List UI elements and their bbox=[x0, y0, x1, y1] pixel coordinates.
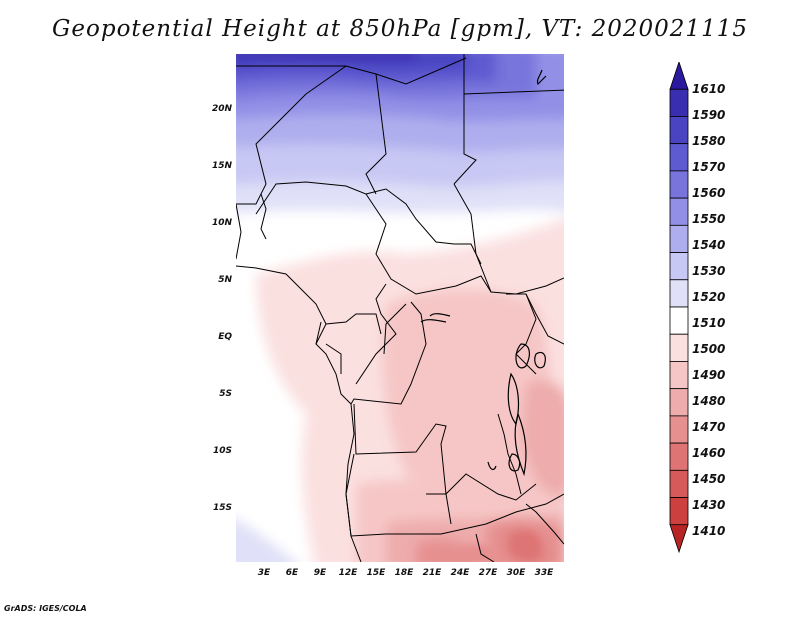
colorbar-label: 1460 bbox=[692, 446, 726, 460]
colorbar-label: 1570 bbox=[692, 160, 726, 174]
lon-label-9e: 9E bbox=[313, 568, 327, 578]
colorbar-label: 1490 bbox=[692, 368, 726, 382]
lat-label-20n: 20N bbox=[211, 104, 232, 114]
colorbar-segment bbox=[669, 62, 689, 90]
colorbar-segment bbox=[669, 88, 689, 117]
colorbar-segment bbox=[669, 197, 689, 226]
colorbar bbox=[669, 62, 689, 554]
colorbar-segment bbox=[669, 415, 689, 444]
colorbar-segment bbox=[669, 497, 689, 526]
colorbar-label: 1530 bbox=[692, 264, 726, 278]
colorbar-segment bbox=[669, 333, 689, 362]
colorbar-label: 1470 bbox=[692, 420, 726, 434]
map-title: Geopotential Height at 850hPa [gpm], VT:… bbox=[52, 16, 748, 42]
colorbar-segment bbox=[669, 306, 689, 335]
colorbar-label: 1550 bbox=[692, 212, 726, 226]
colorbar-label: 1580 bbox=[692, 134, 726, 148]
colorbar-segment bbox=[669, 442, 689, 471]
colorbar-segment bbox=[669, 143, 689, 172]
colorbar-label: 1430 bbox=[692, 498, 726, 512]
colorbar-segment bbox=[669, 170, 689, 199]
colorbar-segment bbox=[669, 361, 689, 390]
map-panel bbox=[236, 54, 564, 562]
colorbar-label: 1520 bbox=[692, 290, 726, 304]
lat-label-5s: 5S bbox=[219, 389, 232, 399]
grads-credit: GrADS: IGES/COLA bbox=[4, 604, 87, 613]
colorbar-label: 1540 bbox=[692, 238, 726, 252]
lat-label-10n: 10N bbox=[211, 218, 232, 228]
lon-label-6e: 6E bbox=[285, 568, 299, 578]
colorbar-segment bbox=[669, 279, 689, 308]
lat-label-15n: 15N bbox=[211, 161, 232, 171]
lat-label-15s: 15S bbox=[212, 503, 232, 513]
country-borders bbox=[236, 54, 564, 562]
colorbar-segment bbox=[669, 116, 689, 145]
lon-label-18e: 18E bbox=[394, 568, 414, 578]
lon-label-12e: 12E bbox=[338, 568, 358, 578]
colorbar-segment bbox=[669, 252, 689, 281]
lon-label-15e: 15E bbox=[366, 568, 386, 578]
colorbar-label: 1590 bbox=[692, 108, 726, 122]
lon-label-3e: 3E bbox=[257, 568, 271, 578]
colorbar-segment bbox=[669, 524, 689, 554]
colorbar-segment bbox=[669, 388, 689, 417]
lon-label-30e: 30E bbox=[506, 568, 526, 578]
lon-label-21e: 21E bbox=[422, 568, 442, 578]
colorbar-label: 1410 bbox=[692, 524, 726, 538]
colorbar-label: 1500 bbox=[692, 342, 726, 356]
height-contours bbox=[236, 54, 564, 562]
colorbar-label: 1510 bbox=[692, 316, 726, 330]
colorbar-label: 1480 bbox=[692, 394, 726, 408]
colorbar-segment bbox=[669, 224, 689, 253]
lon-label-33e: 33E bbox=[534, 568, 554, 578]
contour-map bbox=[236, 54, 564, 562]
lat-label-eq: EQ bbox=[218, 332, 232, 342]
lon-label-24e: 24E bbox=[450, 568, 470, 578]
lat-label-10s: 10S bbox=[212, 446, 232, 456]
lat-label-5n: 5N bbox=[218, 275, 232, 285]
colorbar-label: 1560 bbox=[692, 186, 726, 200]
lon-label-27e: 27E bbox=[478, 568, 498, 578]
colorbar-label: 1610 bbox=[692, 82, 726, 96]
lake-outlines bbox=[420, 69, 547, 477]
colorbar-segment bbox=[669, 469, 689, 498]
colorbar-label: 1450 bbox=[692, 472, 726, 486]
